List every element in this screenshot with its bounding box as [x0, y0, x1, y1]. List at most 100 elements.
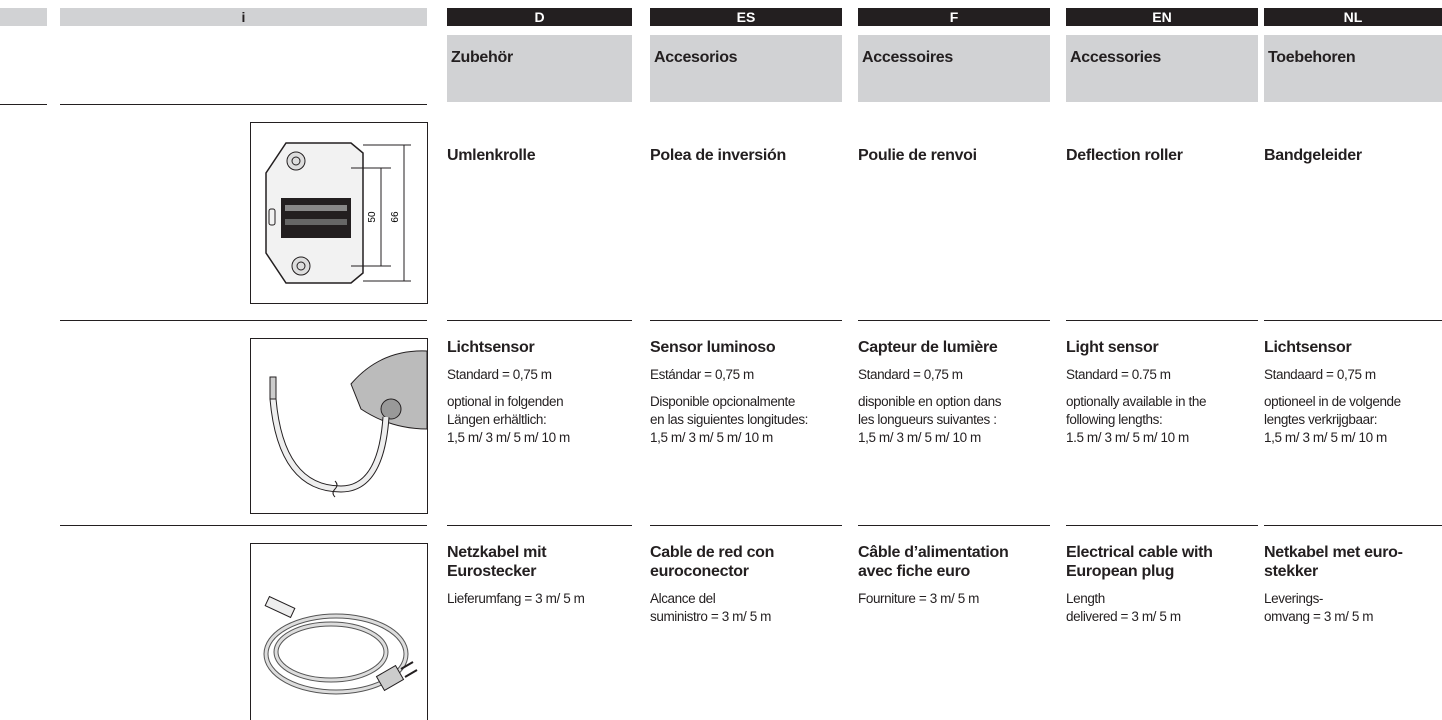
- item-cell: Poulie de renvoi: [858, 146, 1050, 165]
- language-code: ES: [650, 8, 842, 26]
- title-line: avec fiche euro: [858, 563, 971, 580]
- rule: [60, 104, 427, 105]
- section-title: Accesorios: [650, 35, 842, 102]
- title-line: Lichtsensor: [1264, 339, 1352, 356]
- rule: [650, 525, 842, 526]
- rule: [858, 525, 1050, 526]
- text-line: Standard = 0,75 m: [858, 367, 963, 382]
- title-line: Eurostecker: [447, 563, 537, 580]
- language-code: EN: [1066, 8, 1258, 26]
- text-line: Lieferumfang = 3 m/ 5 m: [447, 591, 585, 606]
- text-line: following lengths:: [1066, 412, 1163, 427]
- text-line: les longueurs suivantes :: [858, 412, 997, 427]
- item-cell: Lichtsensor Standard = 0,75 m optional in …: [447, 338, 632, 447]
- language-code: NL: [1264, 8, 1442, 26]
- item-cell: Polea de inversión: [650, 146, 842, 165]
- title-line: Cable de red con: [650, 544, 775, 561]
- text-line: Leverings-: [1264, 591, 1324, 606]
- power-cable-figure: [250, 543, 428, 720]
- text-line: Length: [1066, 591, 1105, 606]
- item-title: Netkabel met euro-stekker: [1264, 543, 1442, 581]
- item-title: Poulie de renvoi: [858, 146, 1050, 165]
- rule: [447, 320, 632, 321]
- item-text: optionally available in the following len…: [1066, 393, 1258, 447]
- text-line: en las siguientes longitudes:: [650, 412, 809, 427]
- text-line: Estándar = 0,75 m: [650, 367, 754, 382]
- item-text: optional in folgenden Längen erhältlich: 1…: [447, 393, 632, 447]
- text-line: optional in folgenden: [447, 394, 564, 409]
- item-title: Umlenkrolle: [447, 146, 632, 165]
- title-line: Netzkabel mit: [447, 544, 547, 561]
- text-line: suministro = 3 m/ 5 m: [650, 609, 772, 624]
- item-cell: Cable de red con euroconector Alcance del s…: [650, 543, 842, 626]
- title-line: Netkabel met euro-: [1264, 544, 1403, 561]
- title-line: European plug: [1066, 563, 1175, 580]
- item-title: Sensor luminoso: [650, 338, 842, 357]
- rule: [1066, 525, 1258, 526]
- text-line: Standaard = 0,75 m: [1264, 367, 1376, 382]
- text-line: 1,5 m/ 3 m/ 5 m/ 10 m: [447, 430, 570, 445]
- item-cell: Capteur de lumière Standard = 0,75 m dispo…: [858, 338, 1050, 447]
- item-cell: Lichtsensor Standaard = 0,75 m optioneel i…: [1264, 338, 1442, 447]
- item-title: Lichtsensor: [447, 338, 632, 357]
- title-line: Deflection roller: [1066, 147, 1183, 164]
- rule: [1066, 320, 1258, 321]
- text-line: optionally available in the: [1066, 394, 1207, 409]
- rule: [1264, 320, 1442, 321]
- title-line: Bandgeleider: [1264, 147, 1362, 164]
- rule: [858, 320, 1050, 321]
- rule: [0, 104, 47, 105]
- margin-bar: [0, 8, 47, 26]
- item-text: Standard = 0.75 m: [1066, 366, 1258, 384]
- text-line: 1,5 m/ 3 m/ 5 m/ 10 m: [650, 430, 773, 445]
- item-cell: Deflection roller: [1066, 146, 1258, 165]
- text-line: omvang = 3 m/ 5 m: [1264, 609, 1374, 624]
- item-text: Length delivered = 3 m/ 5 m: [1066, 590, 1258, 626]
- item-cell: Electrical cable with European plug Length…: [1066, 543, 1258, 626]
- text-line: Fourniture = 3 m/ 5 m: [858, 591, 980, 606]
- text-line: 1,5 m/ 3 m/ 5 m/ 10 m: [858, 430, 981, 445]
- dimension-label: 66: [390, 211, 401, 223]
- title-line: Câble d’alimentation: [858, 544, 1009, 561]
- deflection-roller-figure: 50 66: [250, 122, 428, 304]
- item-text: Standaard = 0,75 m: [1264, 366, 1442, 384]
- dimension-label: 50: [367, 211, 378, 223]
- item-text: Disponible opcionalmente en las siguiente…: [650, 393, 842, 447]
- item-title: Netzkabel mit Eurostecker: [447, 543, 632, 581]
- text-line: 1.5 m/ 3 m/ 5 m/ 10 m: [1066, 430, 1189, 445]
- item-cell: Umlenkrolle: [447, 146, 632, 165]
- item-title: Câble d’alimentation avec fiche euro: [858, 543, 1050, 581]
- rule: [60, 320, 427, 321]
- item-text: optioneel in de volgende lengtes verkrijg…: [1264, 393, 1442, 447]
- text-line: Standard = 0,75 m: [447, 367, 552, 382]
- item-title: Cable de red con euroconector: [650, 543, 842, 581]
- text-line: Längen erhältlich:: [447, 412, 547, 427]
- item-title: Polea de inversión: [650, 146, 842, 165]
- item-cell: Câble d’alimentation avec fiche euro Fourn…: [858, 543, 1050, 608]
- section-title: Toebehoren: [1264, 35, 1442, 102]
- language-code: D: [447, 8, 632, 26]
- title-line: Umlenkrolle: [447, 147, 536, 164]
- rule: [1264, 525, 1442, 526]
- title-line: Electrical cable with: [1066, 544, 1213, 561]
- item-text: Alcance del suministro = 3 m/ 5 m: [650, 590, 842, 626]
- title-line: Light sensor: [1066, 339, 1159, 356]
- item-title: Light sensor: [1066, 338, 1258, 357]
- text-line: Disponible opcionalmente: [650, 394, 795, 409]
- item-text: Fourniture = 3 m/ 5 m: [858, 590, 1050, 608]
- text-line: Standard = 0.75 m: [1066, 367, 1171, 382]
- item-text: Standard = 0,75 m: [447, 366, 632, 384]
- light-sensor-figure: [250, 338, 428, 514]
- item-text: disponible en option dans les longueurs s…: [858, 393, 1050, 447]
- title-line: Sensor luminoso: [650, 339, 776, 356]
- section-title: Accessories: [1066, 35, 1258, 102]
- rule: [650, 320, 842, 321]
- title-line: euroconector: [650, 563, 749, 580]
- item-title: Bandgeleider: [1264, 146, 1442, 165]
- item-title: Lichtsensor: [1264, 338, 1442, 357]
- title-line: Polea de inversión: [650, 147, 786, 164]
- language-code: F: [858, 8, 1050, 26]
- item-cell: Netkabel met euro-stekker Leverings-omvan…: [1264, 543, 1442, 626]
- section-title: Accessoires: [858, 35, 1050, 102]
